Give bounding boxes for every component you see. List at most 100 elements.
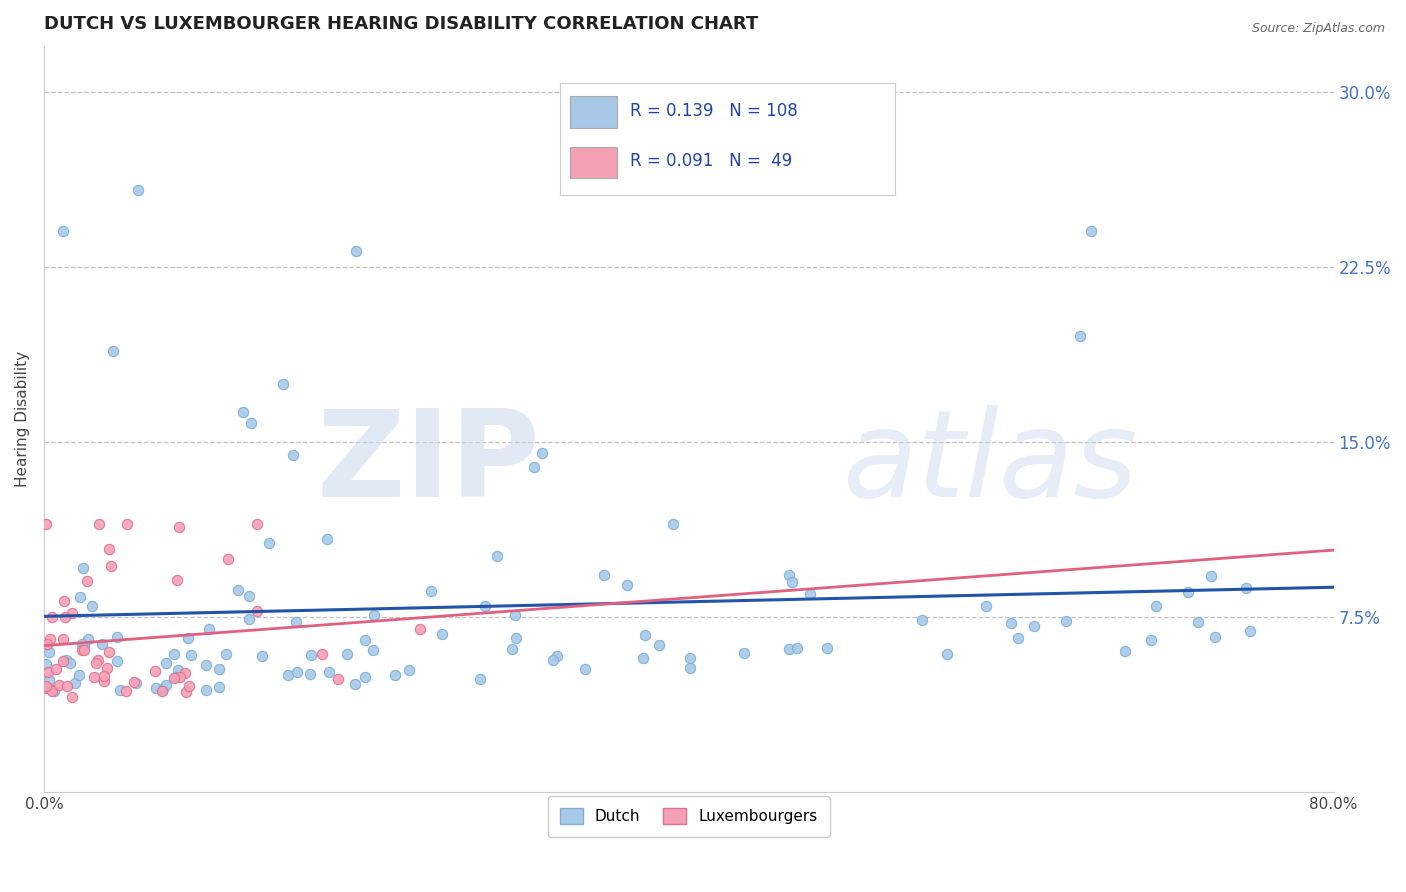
Dutch	[52, 224, 75, 238]
Dutch	[67, 668, 90, 682]
Luxembourgers	[35, 681, 58, 695]
Luxembourgers	[100, 559, 122, 574]
Luxembourgers	[34, 516, 56, 531]
Dutch	[299, 667, 322, 681]
Luxembourgers	[246, 604, 269, 618]
Dutch	[195, 657, 218, 672]
Dutch	[124, 676, 146, 690]
Dutch	[363, 608, 385, 623]
Luxembourgers	[55, 610, 77, 624]
Dutch	[911, 613, 934, 627]
Luxembourgers	[34, 679, 56, 693]
Dutch	[634, 627, 657, 641]
Dutch	[239, 416, 262, 430]
Luxembourgers	[52, 654, 75, 668]
Dutch	[662, 516, 685, 531]
Luxembourgers	[177, 679, 200, 693]
Dutch	[252, 649, 274, 664]
Luxembourgers	[76, 574, 98, 588]
Luxembourgers	[169, 670, 191, 684]
Dutch	[1069, 329, 1091, 343]
Luxembourgers	[37, 637, 59, 651]
Dutch	[277, 667, 299, 681]
Dutch	[631, 650, 654, 665]
Dutch	[44, 683, 66, 698]
Luxembourgers	[84, 657, 107, 671]
Luxembourgers	[41, 683, 63, 698]
Dutch	[238, 612, 260, 626]
Luxembourgers	[45, 662, 67, 676]
Dutch	[1177, 585, 1199, 599]
Dutch	[281, 448, 304, 462]
Luxembourgers	[48, 678, 70, 692]
Dutch	[1234, 581, 1257, 595]
Dutch	[72, 561, 94, 575]
Dutch	[546, 648, 568, 663]
Luxembourgers	[117, 516, 139, 531]
Dutch	[197, 623, 219, 637]
Luxembourgers	[87, 516, 110, 531]
Dutch	[108, 683, 131, 698]
Dutch	[778, 568, 800, 582]
Dutch	[543, 653, 565, 667]
Dutch	[503, 607, 526, 622]
Dutch	[354, 670, 377, 684]
Luxembourgers	[409, 622, 432, 636]
Luxembourgers	[115, 684, 138, 698]
Dutch	[232, 405, 254, 419]
Luxembourgers	[311, 647, 333, 661]
Luxembourgers	[326, 673, 349, 687]
Text: ZIP: ZIP	[316, 405, 540, 522]
Dutch	[107, 630, 129, 644]
Dutch	[145, 681, 167, 695]
Dutch	[215, 647, 238, 661]
Dutch	[299, 648, 322, 662]
Dutch	[468, 672, 491, 686]
Text: Source: ZipAtlas.com: Source: ZipAtlas.com	[1251, 22, 1385, 36]
Dutch	[501, 641, 523, 656]
Luxembourgers	[52, 632, 75, 646]
Dutch	[80, 599, 103, 613]
Luxembourgers	[150, 684, 173, 698]
Luxembourgers	[83, 670, 105, 684]
Dutch	[505, 631, 527, 645]
Luxembourgers	[246, 516, 269, 531]
Dutch	[1199, 568, 1222, 582]
Dutch	[38, 673, 60, 687]
Dutch	[59, 657, 82, 671]
Dutch	[163, 670, 186, 684]
Dutch	[974, 599, 997, 614]
Dutch	[73, 638, 96, 652]
Dutch	[1022, 619, 1045, 633]
Dutch	[127, 184, 149, 198]
Luxembourgers	[96, 660, 118, 674]
Dutch	[679, 651, 702, 665]
Dutch	[77, 632, 100, 647]
Luxembourgers	[60, 690, 83, 705]
Dutch	[384, 668, 406, 682]
Dutch	[228, 582, 250, 597]
Dutch	[430, 627, 453, 641]
Luxembourgers	[60, 606, 83, 620]
Dutch	[592, 568, 614, 582]
Luxembourgers	[41, 683, 63, 698]
Dutch	[195, 683, 218, 698]
Dutch	[180, 648, 202, 662]
Luxembourgers	[122, 674, 145, 689]
Luxembourgers	[70, 642, 93, 657]
Dutch	[55, 653, 77, 667]
Dutch	[271, 377, 294, 392]
Dutch	[1080, 224, 1102, 238]
Dutch	[1140, 632, 1163, 647]
Dutch	[70, 637, 93, 651]
Dutch	[786, 641, 808, 656]
Luxembourgers	[174, 685, 197, 699]
Dutch	[815, 641, 838, 656]
Dutch	[616, 578, 638, 592]
Luxembourgers	[56, 679, 79, 693]
Dutch	[208, 681, 231, 695]
Dutch	[1187, 615, 1209, 629]
Dutch	[574, 662, 596, 676]
Dutch	[1007, 632, 1029, 646]
Dutch	[208, 662, 231, 676]
